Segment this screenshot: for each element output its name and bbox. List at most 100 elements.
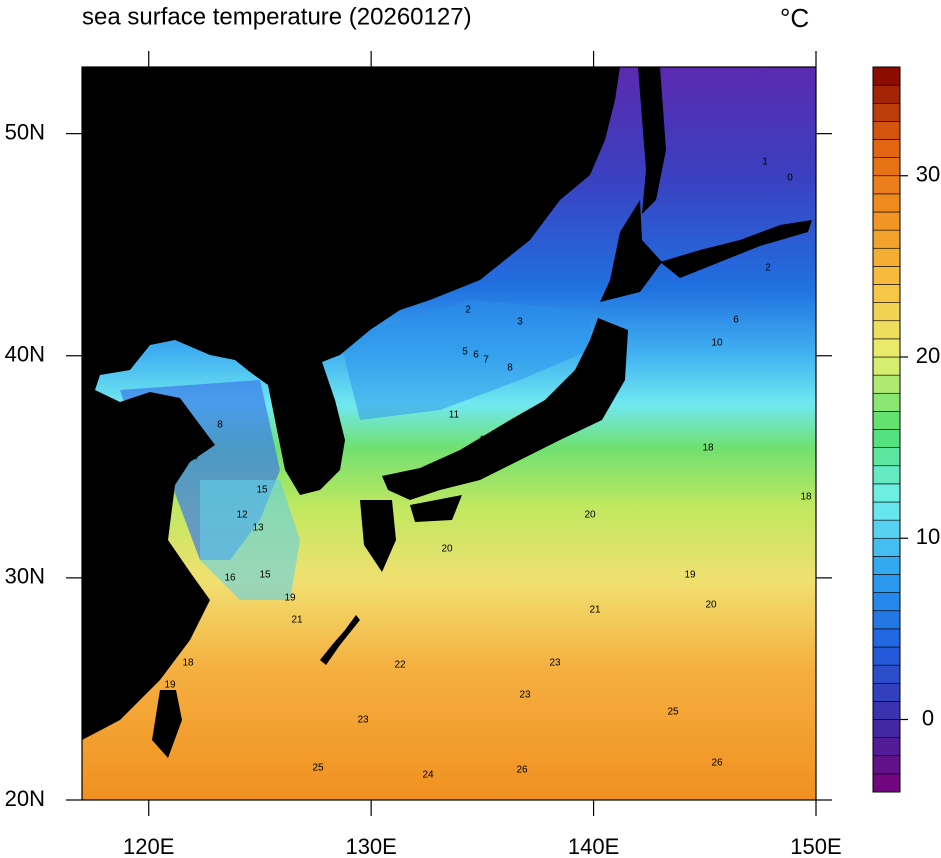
shikoku xyxy=(410,495,462,522)
contour-label: 23 xyxy=(519,690,531,701)
contour-label: 7 xyxy=(483,355,489,366)
colorbar-band xyxy=(872,701,901,720)
contour-label: 18 xyxy=(702,443,714,454)
contour-label: 23 xyxy=(357,715,369,726)
contour-label: 26 xyxy=(711,758,723,769)
colorbar-band xyxy=(872,211,901,231)
colorbar-band xyxy=(872,519,901,539)
colorbar-band xyxy=(872,229,901,249)
colorbar-band xyxy=(872,356,901,376)
x-tick-label: 130E xyxy=(345,834,396,858)
contour-label: 2 xyxy=(765,263,771,274)
contour-label: 6 xyxy=(473,350,479,361)
colorbar-tick-label: 30 xyxy=(916,162,940,187)
contour-label: 0 xyxy=(787,173,793,184)
colorbar-band xyxy=(872,628,901,648)
colorbar-band xyxy=(872,755,901,775)
contour-label: 23 xyxy=(549,658,561,669)
asia-land xyxy=(82,67,620,740)
map xyxy=(82,67,816,800)
colorbar-band xyxy=(872,719,901,738)
contour-label: 15 xyxy=(256,485,268,496)
colorbar-band xyxy=(872,501,901,521)
colorbar-band xyxy=(872,302,901,322)
contour-label: 18 xyxy=(800,492,812,503)
kuril-islands xyxy=(660,220,812,278)
unit: °C xyxy=(780,3,809,33)
colorbar-band xyxy=(872,610,901,630)
contour-label: 20 xyxy=(441,544,453,555)
contour-label: 19 xyxy=(164,680,176,691)
contour-label: 1 xyxy=(762,157,768,168)
contour-label: 8 xyxy=(192,452,198,463)
contour-label: 19 xyxy=(684,570,696,581)
map-frame xyxy=(81,66,817,801)
colorbar-band xyxy=(872,447,901,467)
y-tick-label: 50N xyxy=(5,119,45,144)
colorbar-tick-label: 10 xyxy=(916,524,940,549)
contour-label: 3 xyxy=(517,317,523,328)
contour-label: 26 xyxy=(516,765,528,776)
colorbar-band xyxy=(872,483,901,503)
y-tick-label: 40N xyxy=(5,342,45,367)
contour-label: 25 xyxy=(312,763,324,774)
y-tick-label: 20N xyxy=(5,786,45,811)
east-china-sea xyxy=(200,480,300,600)
contour-label: 22 xyxy=(394,660,406,671)
colorbar-band xyxy=(872,773,901,793)
contour-label: 25 xyxy=(667,707,679,718)
taiwan xyxy=(152,690,182,758)
colorbar-band xyxy=(872,737,901,757)
honshu xyxy=(382,318,628,500)
y-tick-label: 30N xyxy=(5,564,45,589)
colorbar-frame xyxy=(872,66,901,793)
contour-label: 6 xyxy=(733,315,739,326)
colorbar-tick-label: 0 xyxy=(922,705,934,730)
colorbar-band xyxy=(872,175,901,195)
colorbar-band xyxy=(872,411,901,430)
contour-label: 16 xyxy=(224,573,236,584)
kyushu xyxy=(360,500,396,572)
contour-label: 21 xyxy=(589,605,601,616)
colorbar-band xyxy=(872,465,901,485)
contour-label: 24 xyxy=(422,770,434,781)
colorbar-band xyxy=(872,193,901,213)
colorbar-band xyxy=(872,284,901,303)
contour-label: 5 xyxy=(462,347,468,358)
colorbar-band xyxy=(872,556,901,575)
colorbar-band xyxy=(872,338,901,358)
colorbar-band xyxy=(872,429,901,448)
colorbar-band xyxy=(872,84,901,104)
contour-label: 12 xyxy=(236,510,248,521)
x-tick-label: 150E xyxy=(790,834,841,858)
colorbar-band xyxy=(872,392,901,412)
colorbar-band xyxy=(872,266,901,285)
colorbar-band xyxy=(872,320,901,340)
contour-label: 20 xyxy=(584,510,596,521)
x-tick-label: 140E xyxy=(568,834,619,858)
contour-label: 19 xyxy=(284,593,296,604)
colorbar-band xyxy=(872,682,901,702)
colorbar-band xyxy=(872,574,901,593)
colorbar-band xyxy=(872,646,901,666)
title: sea surface temperature (20260127) xyxy=(82,3,472,30)
colorbar-band xyxy=(872,66,901,86)
sakhalin xyxy=(638,67,666,214)
colorbar-band xyxy=(872,102,901,122)
colorbar-band xyxy=(872,157,901,177)
x-tick-label: 120E xyxy=(123,834,174,858)
contour-label: 21 xyxy=(291,615,303,626)
contour-label: 13 xyxy=(252,523,264,534)
colorbar-tick-label: 20 xyxy=(916,343,940,368)
contour-label: 11 xyxy=(449,410,460,421)
colorbar-band xyxy=(872,537,901,557)
contour-label: 8 xyxy=(217,420,223,431)
contour-label: 20 xyxy=(705,600,717,611)
colorbar-band xyxy=(872,664,901,684)
colorbar-band xyxy=(872,247,901,267)
contour-label: 15 xyxy=(259,570,271,581)
hokkaido xyxy=(600,200,662,302)
ryukyu-islands xyxy=(320,615,360,665)
contour-label: 8 xyxy=(507,363,513,374)
